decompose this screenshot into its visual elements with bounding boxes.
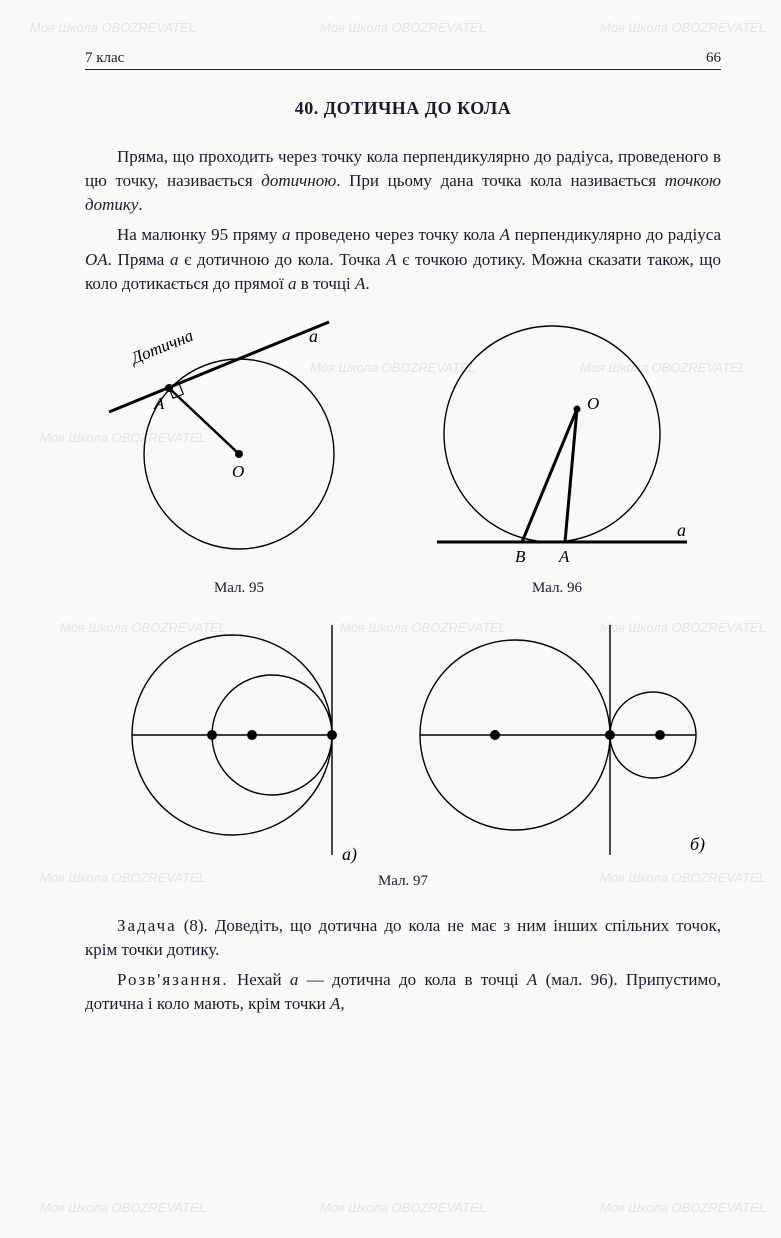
figure-row-1: Дотична a A O Мал. 95 O a B A Мал. 96 bbox=[85, 314, 721, 597]
task-paragraph: Задача (8). Доведіть, що дотична до кола… bbox=[85, 914, 721, 962]
circle bbox=[444, 326, 660, 542]
text: проведено через точку кола bbox=[290, 225, 499, 244]
paragraph-2: На малюнку 95 пряму a проведено через то… bbox=[85, 223, 721, 295]
text: перпендикулярно до радіуса bbox=[510, 225, 721, 244]
watermark: Моя Школа OBOZREVATEL bbox=[40, 1200, 206, 1215]
label-B: B bbox=[515, 547, 526, 566]
dot bbox=[207, 730, 217, 740]
dot bbox=[247, 730, 257, 740]
figure-97a-svg: а) bbox=[92, 625, 382, 865]
point-A-dot bbox=[165, 384, 173, 392]
dot bbox=[327, 730, 337, 740]
figure-row-2: а) б) bbox=[85, 625, 721, 865]
radius-OA bbox=[169, 388, 239, 454]
var-A: A bbox=[500, 225, 510, 244]
figure-96-svg: O a B A bbox=[407, 314, 707, 574]
segment-OB bbox=[522, 409, 577, 542]
figure-97-caption: Мал. 97 bbox=[85, 873, 721, 890]
term-tangent: дотичною bbox=[261, 171, 336, 190]
var-A: A bbox=[330, 994, 340, 1013]
tangent-line bbox=[109, 322, 329, 412]
figure-96: O a B A Мал. 96 bbox=[407, 314, 707, 597]
var-A: A bbox=[386, 250, 396, 269]
figure-97a: а) bbox=[92, 625, 382, 865]
var-OA: OA bbox=[85, 250, 108, 269]
center-dot bbox=[235, 450, 243, 458]
section-title: 40. ДОТИЧНА ДО КОЛА bbox=[85, 98, 721, 119]
label-tangent: Дотична bbox=[127, 325, 196, 368]
label-b-variant: б) bbox=[690, 834, 705, 855]
label-a: a bbox=[309, 326, 318, 346]
text: . Пряма bbox=[108, 250, 170, 269]
task-text: (8). Доведіть, що дотична до кола не має… bbox=[85, 916, 721, 959]
text: . bbox=[365, 274, 369, 293]
text: Нехай bbox=[229, 970, 290, 989]
dot bbox=[490, 730, 500, 740]
text: . При цьому дана точка кола називається bbox=[336, 171, 665, 190]
label-a: a bbox=[677, 520, 686, 540]
text: в точці bbox=[297, 274, 355, 293]
text: . bbox=[138, 195, 142, 214]
label-A: A bbox=[558, 547, 570, 566]
figure-97b: б) bbox=[395, 625, 715, 865]
dot bbox=[655, 730, 665, 740]
watermark: Моя Школа OBOZREVATEL bbox=[600, 1200, 766, 1215]
label-O: O bbox=[587, 394, 599, 413]
label-A: A bbox=[153, 394, 165, 413]
figure-97b-svg: б) bbox=[395, 625, 715, 865]
page-header: 7 клас 66 bbox=[85, 50, 721, 70]
page: 7 клас 66 40. ДОТИЧНА ДО КОЛА Пряма, що … bbox=[0, 0, 781, 1062]
text: — дотична до кола в точці bbox=[298, 970, 527, 989]
var-a: a bbox=[288, 274, 297, 293]
text: На малюнку 95 пряму bbox=[117, 225, 282, 244]
header-left: 7 клас bbox=[85, 50, 124, 67]
paragraph-1: Пряма, що проходить через точку кола пер… bbox=[85, 145, 721, 217]
figure-95-caption: Мал. 95 bbox=[99, 580, 379, 597]
text: , bbox=[340, 994, 344, 1013]
task-label: Задача bbox=[117, 916, 177, 935]
center-O-dot bbox=[574, 405, 581, 412]
label-a-variant: а) bbox=[342, 844, 357, 865]
watermark: Моя Школа OBOZREVATEL bbox=[320, 1200, 486, 1215]
var-A: A bbox=[527, 970, 537, 989]
figure-95: Дотична a A O Мал. 95 bbox=[99, 314, 379, 597]
figure-96-caption: Мал. 96 bbox=[407, 580, 707, 597]
label-O: O bbox=[232, 462, 244, 481]
segment-OA bbox=[565, 409, 577, 542]
figure-95-svg: Дотична a A O bbox=[99, 314, 379, 574]
header-right: 66 bbox=[706, 50, 721, 67]
var-A: A bbox=[355, 274, 365, 293]
text: є дотичною до кола. Точка bbox=[178, 250, 386, 269]
solution-paragraph: Розв'язання. Нехай a — дотична до кола в… bbox=[85, 968, 721, 1016]
dot bbox=[605, 730, 615, 740]
solution-label: Розв'язання. bbox=[117, 970, 229, 989]
